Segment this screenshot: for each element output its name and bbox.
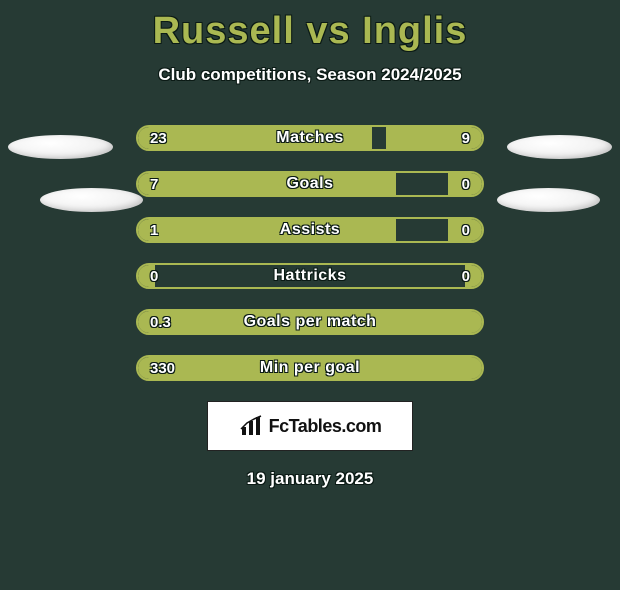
avatar	[497, 188, 600, 212]
fctables-logo-link[interactable]: FcTables.com	[207, 401, 413, 451]
page-title: Russell vs Inglis	[0, 10, 620, 53]
subtitle: Club competitions, Season 2024/2025	[0, 65, 620, 85]
stat-row-goals: 7 Goals 0	[136, 171, 484, 197]
stat-label: Min per goal	[138, 357, 482, 379]
stats-container: 23 Matches 9 7 Goals 0 1 Assists 0 0 Hat…	[0, 125, 620, 381]
stat-row-min-per-goal: 330 Min per goal	[136, 355, 484, 381]
stat-right-value: 0	[462, 265, 470, 287]
stat-row-assists: 1 Assists 0	[136, 217, 484, 243]
logo-suffix: .com	[341, 416, 381, 436]
avatar	[8, 135, 113, 159]
stat-label: Matches	[138, 127, 482, 149]
logo-label: FcTables	[269, 416, 342, 436]
stat-right-value: 0	[462, 219, 470, 241]
stat-row-matches: 23 Matches 9	[136, 125, 484, 151]
logo-text: FcTables.com	[269, 416, 382, 437]
stat-label: Hattricks	[138, 265, 482, 287]
stat-right-value: 0	[462, 173, 470, 195]
avatar	[507, 135, 612, 159]
stat-label: Assists	[138, 219, 482, 241]
avatar	[40, 188, 143, 212]
date-text: 19 january 2025	[0, 469, 620, 489]
bar-chart-icon	[239, 415, 265, 437]
stat-row-hattricks: 0 Hattricks 0	[136, 263, 484, 289]
stat-label: Goals per match	[138, 311, 482, 333]
stat-right-value: 9	[462, 127, 470, 149]
stat-row-goals-per-match: 0.3 Goals per match	[136, 309, 484, 335]
stat-label: Goals	[138, 173, 482, 195]
